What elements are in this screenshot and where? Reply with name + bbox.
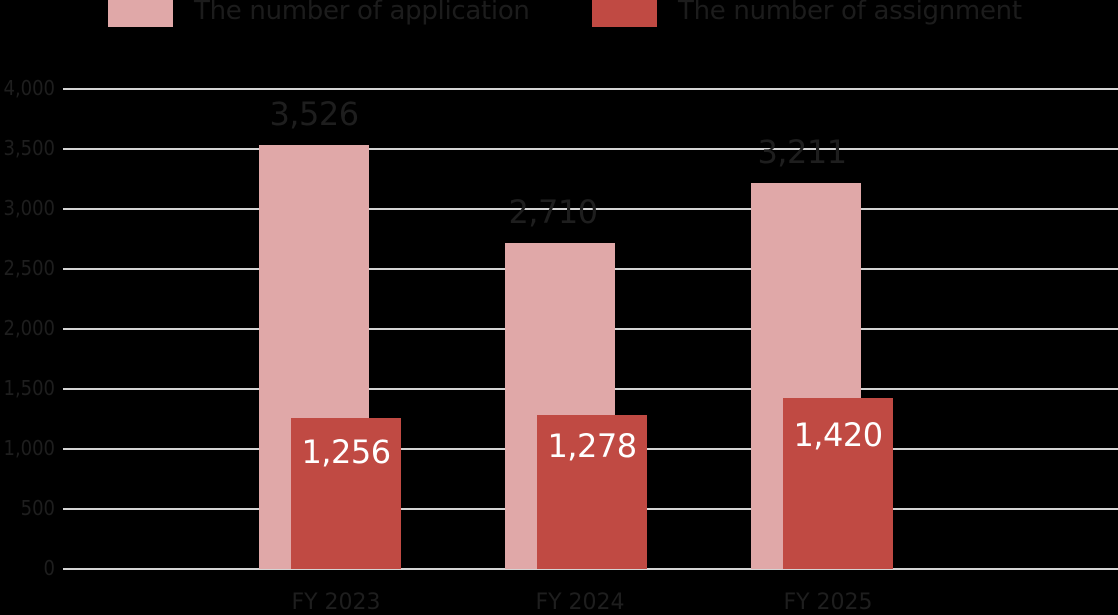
y-tick: 3,000 [3,196,56,220]
value-label-assignment: 1,256 [301,433,391,471]
y-tick: 2,000 [3,316,56,340]
value-label-application: 2,710 [508,193,598,231]
legend-swatch-assignment [592,0,657,27]
x-label: FY 2023 [291,590,381,615]
y-tick: 1,500 [3,376,56,400]
gridline-3500 [63,148,1118,150]
y-tick: 3,500 [3,136,56,160]
bar-assignment-fy2025 [783,398,893,569]
legend-label-assignment: The number of assignment [678,0,1022,26]
gridline-0 [63,568,1118,570]
y-tick: 2,500 [3,256,56,280]
value-label-application: 3,526 [269,95,359,133]
bar-assignment-fy2024 [537,415,647,569]
legend-swatch-application [108,0,173,27]
gridline-4000 [63,88,1118,90]
x-label: FY 2024 [535,590,625,615]
y-tick: 500 [20,496,55,520]
value-label-assignment: 1,420 [793,416,883,454]
y-tick: 4,000 [3,76,56,100]
y-tick: 1,000 [3,436,56,460]
legend-label-application: The number of application [194,0,530,26]
value-label-application: 3,211 [757,133,847,171]
bar-assignment-fy2023 [291,418,401,569]
x-label: FY 2025 [783,590,873,615]
value-label-assignment: 1,278 [547,427,637,465]
y-tick: 0 [43,556,55,580]
gridline-3000 [63,208,1118,210]
